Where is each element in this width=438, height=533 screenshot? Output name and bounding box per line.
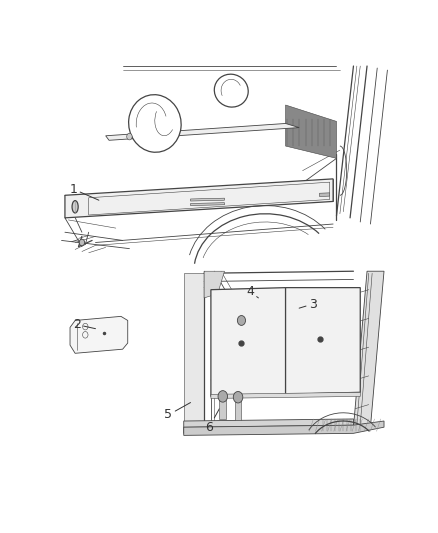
Polygon shape xyxy=(184,273,204,425)
Polygon shape xyxy=(286,288,360,394)
Ellipse shape xyxy=(214,74,248,107)
Polygon shape xyxy=(65,179,333,218)
Polygon shape xyxy=(235,397,241,420)
Polygon shape xyxy=(211,392,360,399)
Text: 4: 4 xyxy=(246,285,258,298)
Polygon shape xyxy=(106,124,299,140)
Polygon shape xyxy=(184,421,384,435)
Ellipse shape xyxy=(129,95,181,152)
Polygon shape xyxy=(191,198,224,201)
Polygon shape xyxy=(191,203,224,206)
Polygon shape xyxy=(286,105,336,158)
Polygon shape xyxy=(204,271,224,298)
Polygon shape xyxy=(320,193,330,197)
Circle shape xyxy=(127,133,132,140)
Circle shape xyxy=(237,316,246,325)
Polygon shape xyxy=(353,271,384,427)
Text: 2: 2 xyxy=(73,318,95,331)
Text: 6: 6 xyxy=(205,409,219,434)
Circle shape xyxy=(218,391,227,402)
Polygon shape xyxy=(219,397,226,419)
Polygon shape xyxy=(70,317,128,353)
Circle shape xyxy=(79,239,85,246)
Polygon shape xyxy=(184,419,353,433)
Text: 5: 5 xyxy=(164,402,191,422)
Polygon shape xyxy=(211,288,286,397)
Text: 1: 1 xyxy=(70,183,99,200)
Ellipse shape xyxy=(72,200,78,213)
Text: 3: 3 xyxy=(299,297,317,311)
Circle shape xyxy=(233,391,243,403)
